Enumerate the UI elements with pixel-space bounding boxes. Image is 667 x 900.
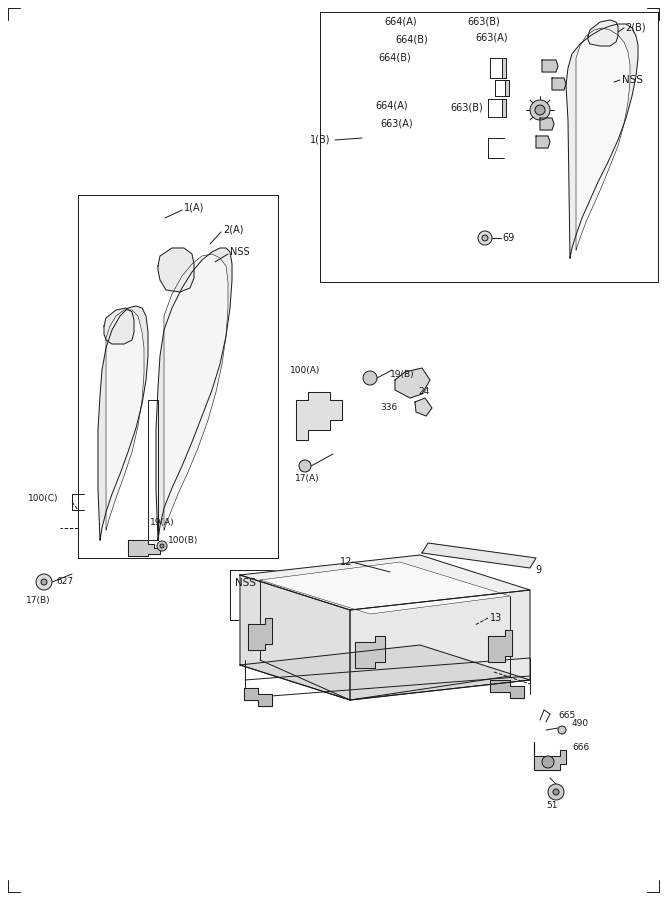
Polygon shape xyxy=(244,688,272,706)
Circle shape xyxy=(299,460,311,472)
Text: 663(A): 663(A) xyxy=(380,118,413,128)
Polygon shape xyxy=(415,398,432,416)
Polygon shape xyxy=(534,742,566,770)
Polygon shape xyxy=(576,28,630,250)
Circle shape xyxy=(548,784,564,800)
Circle shape xyxy=(363,371,377,385)
Polygon shape xyxy=(156,248,232,540)
Bar xyxy=(502,58,506,78)
Circle shape xyxy=(542,756,554,768)
Text: 24: 24 xyxy=(418,388,430,397)
Polygon shape xyxy=(542,60,558,72)
Text: 664(B): 664(B) xyxy=(378,53,411,63)
Text: 665: 665 xyxy=(558,710,575,719)
Polygon shape xyxy=(106,310,144,530)
Polygon shape xyxy=(355,636,385,668)
Circle shape xyxy=(558,726,566,734)
Text: 19(A): 19(A) xyxy=(150,518,175,526)
Text: NSS: NSS xyxy=(235,578,256,588)
Text: 100(B): 100(B) xyxy=(168,536,198,544)
Text: 664(A): 664(A) xyxy=(375,100,408,110)
Polygon shape xyxy=(248,618,272,650)
Circle shape xyxy=(36,574,52,590)
Circle shape xyxy=(553,789,559,795)
Polygon shape xyxy=(488,630,512,662)
Text: 663(B): 663(B) xyxy=(467,17,500,27)
Circle shape xyxy=(478,231,492,245)
Circle shape xyxy=(41,579,47,585)
Polygon shape xyxy=(422,543,536,568)
Circle shape xyxy=(157,541,167,551)
Circle shape xyxy=(482,235,488,241)
Circle shape xyxy=(530,100,550,120)
Polygon shape xyxy=(296,392,342,440)
Text: NSS: NSS xyxy=(230,247,249,257)
Polygon shape xyxy=(490,680,524,698)
Polygon shape xyxy=(540,118,554,130)
Text: 13: 13 xyxy=(490,613,502,623)
Text: 663(A): 663(A) xyxy=(475,33,508,43)
Polygon shape xyxy=(536,136,550,148)
Text: 664(B): 664(B) xyxy=(395,35,428,45)
Polygon shape xyxy=(566,24,638,258)
Text: 627: 627 xyxy=(56,578,73,587)
Polygon shape xyxy=(240,645,530,700)
Text: 100(A): 100(A) xyxy=(290,365,320,374)
Text: 2(A): 2(A) xyxy=(223,225,243,235)
Text: 51: 51 xyxy=(546,802,558,811)
Polygon shape xyxy=(98,306,148,540)
Text: 663(B): 663(B) xyxy=(450,103,483,113)
Text: 100(C): 100(C) xyxy=(28,493,59,502)
Text: NSS: NSS xyxy=(622,75,643,85)
Text: 666: 666 xyxy=(572,743,589,752)
Bar xyxy=(502,99,506,117)
Text: 9: 9 xyxy=(535,565,541,575)
Polygon shape xyxy=(158,248,194,292)
Polygon shape xyxy=(260,562,510,614)
Text: 1(A): 1(A) xyxy=(184,203,204,213)
Text: 490: 490 xyxy=(572,719,589,728)
Polygon shape xyxy=(104,308,134,344)
Text: 17(B): 17(B) xyxy=(26,596,51,605)
Text: 19(B): 19(B) xyxy=(390,371,415,380)
Text: 17(A): 17(A) xyxy=(295,473,319,482)
Polygon shape xyxy=(395,368,430,398)
Polygon shape xyxy=(240,575,350,700)
Text: 1(B): 1(B) xyxy=(310,135,331,145)
Polygon shape xyxy=(240,555,530,610)
Text: 336: 336 xyxy=(380,403,398,412)
Text: 2(B): 2(B) xyxy=(625,23,646,33)
Polygon shape xyxy=(552,78,566,90)
Circle shape xyxy=(160,544,164,548)
Bar xyxy=(505,80,509,96)
Polygon shape xyxy=(588,20,618,46)
Text: 664(A): 664(A) xyxy=(384,17,417,27)
Polygon shape xyxy=(128,540,160,556)
Circle shape xyxy=(535,105,545,115)
Polygon shape xyxy=(350,590,530,700)
Text: 69: 69 xyxy=(502,233,514,243)
Text: 12: 12 xyxy=(340,557,352,567)
Polygon shape xyxy=(164,254,228,530)
